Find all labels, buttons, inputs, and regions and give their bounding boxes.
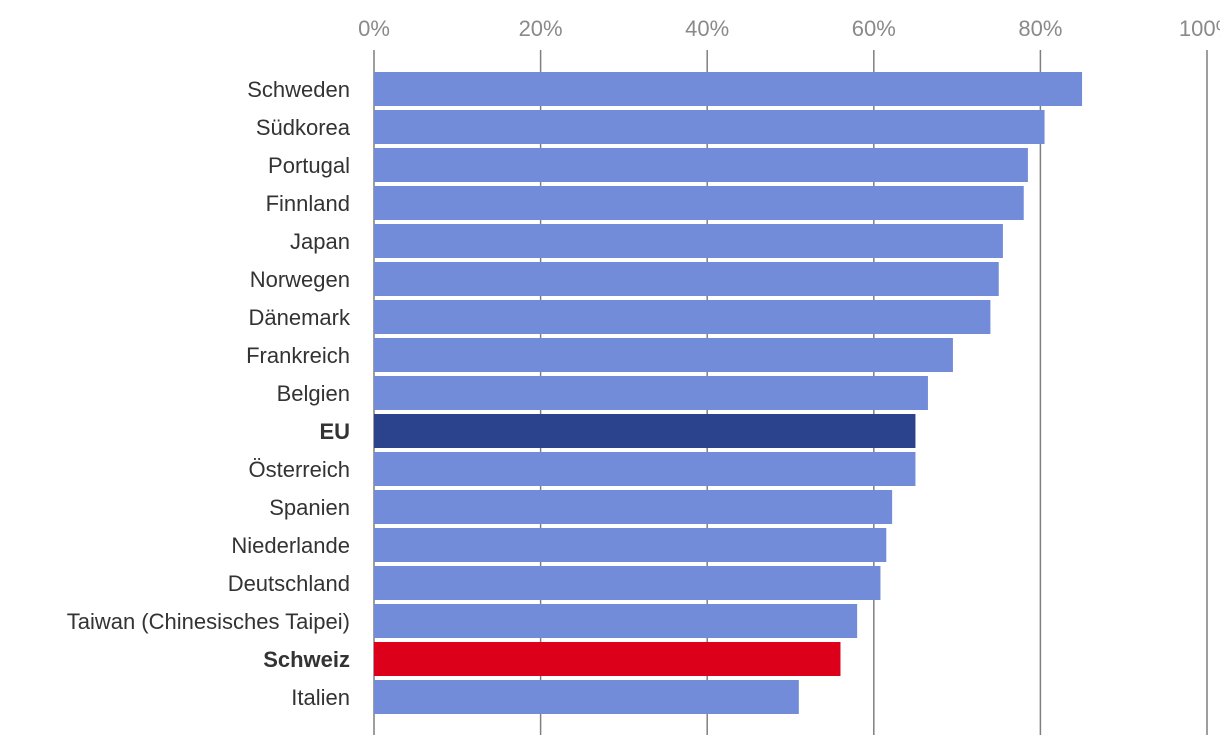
bar [374,680,799,714]
x-tick-label: 80% [1018,16,1062,41]
category-label: Belgien [277,381,350,406]
bar [374,490,893,524]
x-tick-label: 60% [852,16,896,41]
bar [374,566,881,600]
x-tick-label: 100% [1179,16,1220,41]
bar [374,376,928,410]
category-label: Dänemark [249,305,351,330]
x-tick-label: 20% [519,16,563,41]
bar [374,110,1045,144]
category-label: Italien [291,685,350,710]
category-label: Taiwan (Chinesisches Taipei) [67,609,350,634]
category-label: Finnland [266,191,350,216]
category-label: Frankreich [246,343,350,368]
category-label: Norwegen [250,267,350,292]
bar [374,262,999,296]
bar [374,148,1028,182]
category-label: Japan [290,229,350,254]
bar [374,528,887,562]
bar [374,224,1003,258]
category-label: Portugal [268,153,350,178]
category-label: Schweden [247,77,350,102]
bar [374,338,953,372]
category-label: Schweiz [263,647,350,672]
category-label: Niederlande [231,533,350,558]
bar [374,72,1083,106]
category-label: Österreich [249,457,350,482]
bar [374,642,841,676]
bar [374,300,991,334]
bar [374,452,916,486]
bars [374,72,1083,714]
x-tick-label: 0% [358,16,390,41]
category-label: Spanien [269,495,350,520]
x-tick-label: 40% [685,16,729,41]
bar [374,186,1024,220]
bar [374,604,858,638]
x-axis-tick-labels: 0% 20% 40% 60% 80% 100% [358,16,1220,41]
category-label: Südkorea [256,115,351,140]
bar [374,414,916,448]
category-label: EU [319,419,350,444]
category-labels: Schweden Südkorea Portugal Finnland Japan Nor… [67,77,351,710]
category-label: Deutschland [228,571,350,596]
